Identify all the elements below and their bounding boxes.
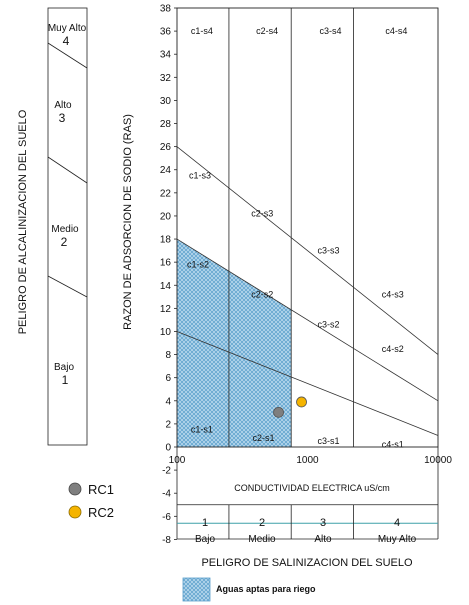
salinity-level-name-2: Medio [248,534,276,545]
y-tick-label: 10 [160,327,172,338]
y-tick-label: 14 [160,281,172,292]
y-tick-label: 4 [165,396,171,407]
zone-label: c1-s2 [187,259,209,269]
y-tick-label: 6 [165,373,171,384]
legend-rc2-marker [68,505,82,519]
x-tick-label: 1000 [296,455,319,466]
sodium-line-1 [176,331,439,436]
y-tick-label: 18 [160,235,172,246]
y-tick-label: 2 [165,419,171,430]
zone-label: c4-s2 [382,344,404,354]
y-tick-label: 8 [165,350,171,361]
y-tick-label: -2 [162,466,171,477]
zone-label: c4-s4 [385,26,407,36]
salinity-level-name-3: Alto [314,534,332,545]
alk-level-name-4: Muy Alto [48,23,87,34]
zone-label: c1-s3 [189,171,211,181]
alk-level-num-2: 2 [61,235,68,249]
y-tick-label: 38 [160,4,172,15]
sodium-line-3 [176,146,439,355]
y-tick-label: -6 [162,512,171,523]
x-tick-label: 100 [169,455,186,466]
salinity-level-name-1: Bajo [195,534,215,545]
legend-aptas-swatch [182,577,211,602]
y-tick-label: 28 [160,119,172,130]
zone-label: c2-s1 [252,433,274,443]
zone-label: c1-s4 [191,26,213,36]
legend-aptas-label: Aguas aptas para riego [216,584,316,594]
zone-label: c3-s4 [319,26,341,36]
legend: RC1 RC2 Aguas aptas para riego [68,482,316,602]
salinity-title: PELIGRO DE SALINIZACION DEL SUELO [201,557,413,569]
zone-label: c4-s1 [382,440,404,450]
y-axis-label: RAZON DE ADSORCION DE SODIO (RAS) [122,114,134,330]
y-tick-label: 30 [160,96,172,107]
salinity-level-num-1: 1 [202,517,208,529]
plot-frame [176,7,439,448]
zone-label: c2-s3 [251,209,273,219]
sodium-line-2 [176,238,439,402]
aptas-zone [177,239,292,447]
plot-area: -8-6-4-202468101214161820222426283032343… [160,4,452,546]
legend-rc2-label: RC2 [88,505,114,520]
x-tick-label: 10000 [424,455,452,466]
zone-label: c2-s4 [256,26,278,36]
y-tick-label: -8 [162,535,171,546]
zone-label: c2-s2 [251,290,273,300]
salinity-level-name-4: Muy Alto [378,534,417,545]
zone-label: c3-s2 [318,320,340,330]
y-tick-label: 16 [160,258,172,269]
alk-level-num-3: 3 [59,111,66,125]
alkalinity-title: PELIGRO DE ALCALINIZACION DEL SUELO [17,109,29,334]
zone-label: c1-s1 [191,425,213,435]
zone-label: c4-s3 [382,290,404,300]
zone-label: c3-s1 [318,436,340,446]
point-rc2 [296,396,307,408]
y-tick-label: 36 [160,27,172,38]
y-tick-label: 12 [160,304,172,315]
y-tick-label: 26 [160,142,172,153]
point-rc1 [273,406,284,418]
alk-level-num-4: 4 [63,34,70,48]
y-tick-label: 0 [165,443,171,454]
y-tick-label: 34 [160,50,172,61]
salinity-level-num-2: 2 [259,517,265,529]
alkalinity-panel: Muy Alto 4 Alto 3 Medio 2 Bajo 1 PELIGRO… [17,7,88,446]
x-axis-label: CONDUCTIVIDAD ELECTRICA uS/cm [234,483,390,493]
legend-rc1-marker [68,482,82,496]
alk-level-name-3: Alto [54,100,72,111]
salinity-level-num-4: 4 [394,517,400,529]
alk-level-name-2: Medio [51,224,79,235]
y-tick-label: 32 [160,73,172,84]
y-tick-label: 20 [160,211,172,222]
zone-label: c3-s3 [318,246,340,256]
salinity-panel: CONDUCTIVIDAD ELECTRICA uS/cm 1 2 3 4 Ba… [195,483,417,569]
legend-rc1-label: RC1 [88,482,114,497]
alk-level-name-1: Bajo [54,362,74,373]
y-tick-label: 22 [160,188,172,199]
alk-level-num-1: 1 [62,373,69,387]
salinity-level-num-3: 3 [320,517,326,529]
y-tick-label: -4 [162,489,171,500]
y-tick-label: 24 [160,165,172,176]
